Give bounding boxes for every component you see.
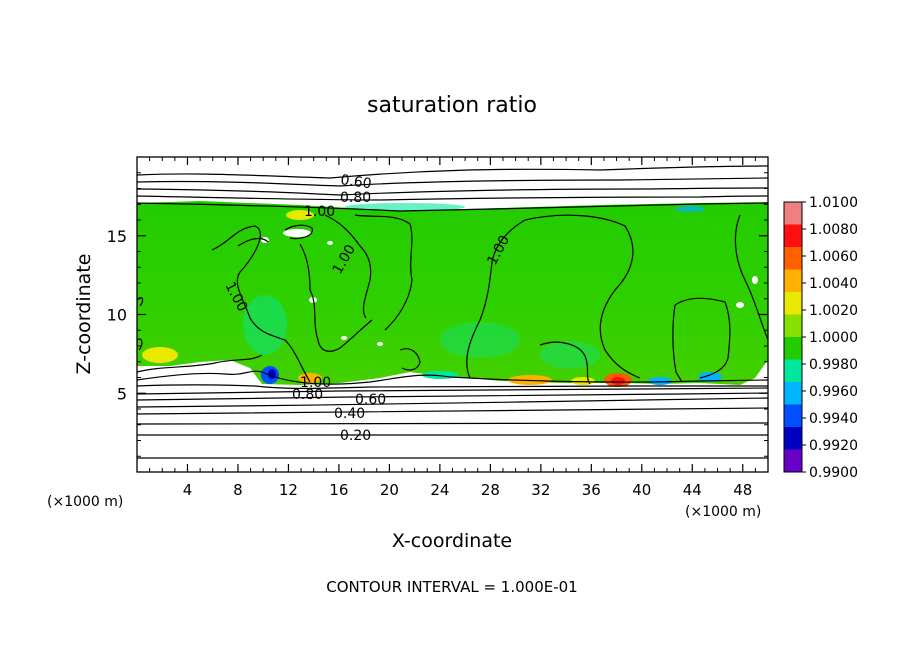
x-tick-label: 40	[632, 481, 651, 499]
y-tick-label: 15	[107, 227, 127, 246]
supersat-spot	[571, 377, 595, 385]
chart-title: saturation ratio	[367, 93, 537, 118]
x-unit-left: (×1000 m)	[47, 494, 123, 510]
x-tick-label: 16	[329, 481, 348, 499]
contour-label: 0.40	[334, 406, 365, 422]
supersat-spot	[611, 377, 625, 385]
subsat-spot	[648, 377, 672, 385]
y-axis-label: Z-coordinate	[73, 254, 95, 375]
x-tick-label: 20	[380, 481, 399, 499]
clear-hole	[283, 229, 311, 237]
x-tick-label: 48	[733, 481, 752, 499]
y-axis: 5 10 15	[107, 172, 768, 457]
colorbar-swatch	[784, 269, 802, 293]
x-tick-label: 32	[531, 481, 550, 499]
supersat-spot	[298, 373, 322, 383]
colorbar: 1.0100 1.0080 1.0060 1.0040 1.0020 1.0000 0.99…	[783, 195, 858, 481]
x-tick-label: 28	[481, 481, 500, 499]
x-unit-right: (×1000 m)	[685, 504, 761, 520]
clear-hole	[327, 241, 333, 245]
colorbar-label: 0.9900	[809, 465, 858, 481]
contour-label: 0.80	[292, 387, 323, 403]
colorbar-swatch	[784, 314, 802, 338]
colorbar-swatch	[784, 382, 802, 405]
contour-label: 0.20	[340, 428, 371, 444]
y-tick-label: 5	[117, 384, 127, 403]
colorbar-label: 0.9920	[809, 438, 858, 454]
supersat-spot	[286, 210, 314, 220]
subsat-spot	[675, 206, 705, 212]
x-tick-label: 24	[430, 481, 449, 499]
plot-area	[137, 157, 768, 472]
subsat-spot	[540, 341, 600, 369]
subsat-spot	[440, 322, 520, 358]
colorbar-label: 1.0100	[809, 195, 858, 211]
contour-label: 1.00	[300, 375, 331, 391]
y-tick-label: 10	[107, 306, 127, 325]
colorbar-swatch	[784, 224, 802, 248]
colorbar-label: 1.0040	[809, 276, 858, 292]
clear-hole	[341, 336, 347, 340]
x-axis: 4 8 12 16 20 24 28 32 36 40 44 48	[149, 157, 756, 499]
x-tick-label: 8	[233, 481, 243, 499]
colorbar-swatch	[784, 404, 802, 428]
supersat-spot	[508, 375, 552, 385]
colorbar-label: 0.9940	[809, 411, 858, 427]
clear-hole	[377, 342, 383, 346]
x-tick-label: 36	[582, 481, 601, 499]
x-tick-label: 44	[683, 481, 702, 499]
colorbar-swatch	[784, 247, 802, 270]
clear-hole	[736, 302, 744, 308]
contour-label: 0.60	[355, 392, 386, 408]
colorbar-swatch	[784, 292, 802, 315]
subsat-spot	[698, 372, 722, 382]
colorbar-label: 1.0000	[809, 330, 858, 346]
colorbar-label: 0.9980	[809, 357, 858, 373]
colorbar-swatch	[784, 449, 802, 473]
colorbar-label: 1.0060	[809, 249, 858, 265]
contour-label: 0.60	[339, 172, 372, 192]
supersat-spot	[142, 347, 178, 363]
subsat-spot	[243, 295, 287, 355]
saturated-region	[137, 201, 768, 385]
contour-label: 0.80	[340, 190, 371, 206]
contour-lines	[137, 165, 768, 460]
colorbar-swatch	[784, 359, 802, 383]
colorbar-label: 1.0020	[809, 303, 858, 319]
x-tick-label: 12	[279, 481, 298, 499]
colorbar-swatch	[784, 427, 802, 450]
colorbar-swatch	[784, 337, 802, 360]
contour-label: 1.00	[304, 204, 335, 220]
subsat-spot	[345, 203, 465, 211]
contour-interval-note: CONTOUR INTERVAL = 1.000E-01	[326, 578, 577, 596]
colorbar-label: 1.0080	[809, 222, 858, 238]
colorbar-label: 0.9960	[809, 384, 858, 400]
colorbar-swatch	[784, 202, 802, 225]
clear-hole	[752, 276, 758, 284]
x-axis-label: X-coordinate	[392, 530, 512, 552]
x-tick-label: 4	[183, 481, 193, 499]
